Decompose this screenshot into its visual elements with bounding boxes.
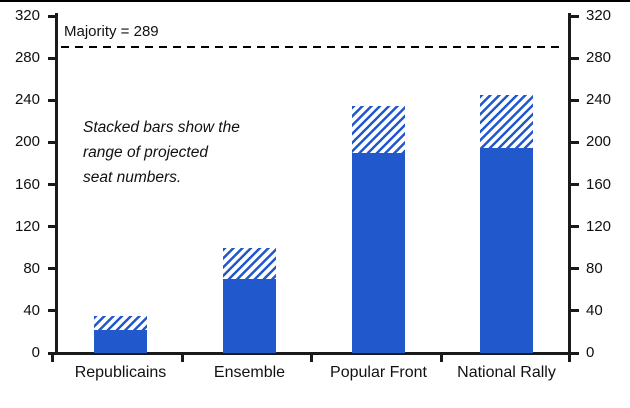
y-axis-right-tick-label: 320 [586, 7, 612, 24]
x-axis-category-label-republicains: Republicains [74, 364, 167, 381]
x-axis-tick [181, 355, 184, 362]
annotation-text: Stacked bars show the range of projected… [83, 115, 240, 190]
annotation-line-2: range of projected [83, 144, 208, 161]
y-axis-left-tick-label: 240 [14, 91, 40, 109]
y-axis-right-tick [571, 140, 579, 144]
y-axis-left-tick [48, 98, 56, 102]
bar-national-rally-solid [480, 147, 533, 353]
y-axis-right-tick-label: 80 [586, 259, 603, 277]
y-axis-right-tick-label: 120 [586, 217, 612, 235]
bar-ensemble-solid [223, 279, 276, 353]
y-axis-right-tick [571, 309, 579, 313]
y-axis-left-tick-label: 280 [14, 49, 40, 67]
bar-republicains-hatched-range [94, 316, 147, 330]
y-axis-right-tick [571, 14, 579, 18]
y-axis-right-tick-label: 40 [586, 301, 603, 319]
y-axis-right-tick [571, 98, 579, 102]
y-axis-right-tick [571, 56, 579, 60]
bar-popular-front-hatched-range [352, 105, 405, 153]
y-axis-right-tick-label: 0 [586, 344, 595, 361]
x-axis-category-label-ensemble: Ensemble [213, 364, 286, 381]
y-axis-left-tick-label: 320 [14, 7, 40, 24]
bar-republicains-solid [94, 329, 147, 353]
majority-label: Majority = 289 [64, 23, 159, 40]
y-axis-left-line [55, 13, 58, 355]
y-axis-right-tick [571, 225, 579, 229]
y-axis-right-tick [571, 267, 579, 271]
x-axis-tick [440, 355, 443, 362]
y-axis-right-tick-label: 280 [586, 49, 612, 67]
y-axis-left-tick [48, 56, 56, 60]
annotation-line-1: Stacked bars show the [83, 119, 240, 136]
y-axis-right-tick-label: 240 [586, 91, 612, 109]
y-axis-left-tick-label: 80 [23, 259, 40, 277]
y-axis-left-tick-label: 200 [14, 133, 40, 151]
y-axis-right-line [568, 13, 571, 355]
y-axis-right-tick-label: 200 [586, 133, 612, 151]
x-axis-category-label-national-rally: National Rally [457, 364, 556, 381]
x-axis-line [51, 352, 571, 355]
bar-popular-front-solid [352, 152, 405, 353]
y-axis-left-tick [48, 351, 56, 355]
majority-dashed-line [61, 46, 562, 48]
bar-ensemble-hatched-range [223, 247, 276, 280]
y-axis-left-tick [48, 309, 56, 313]
chart-top-border [0, 0, 630, 2]
y-axis-left-tick-label: 120 [14, 217, 40, 235]
y-axis-right-tick-label: 160 [586, 175, 612, 193]
x-axis-category-label-popular-front: Popular Front [330, 364, 427, 381]
bar-national-rally-hatched-range [480, 94, 533, 148]
x-axis-tick [51, 355, 54, 362]
y-axis-left-tick [48, 225, 56, 229]
y-axis-left-tick [48, 140, 56, 144]
y-axis-left-tick [48, 267, 56, 271]
y-axis-left-tick [48, 14, 56, 18]
annotation-line-3: seat numbers. [83, 169, 182, 186]
x-axis-tick [568, 355, 571, 362]
y-axis-left-tick-label: 160 [14, 175, 40, 193]
y-axis-left-tick [48, 183, 56, 186]
y-axis-left-tick-label: 0 [31, 344, 40, 361]
y-axis-left-tick-label: 40 [23, 301, 40, 319]
x-axis-tick [309, 355, 313, 362]
y-axis-right-tick [571, 183, 579, 186]
y-axis-right-tick [571, 351, 579, 355]
